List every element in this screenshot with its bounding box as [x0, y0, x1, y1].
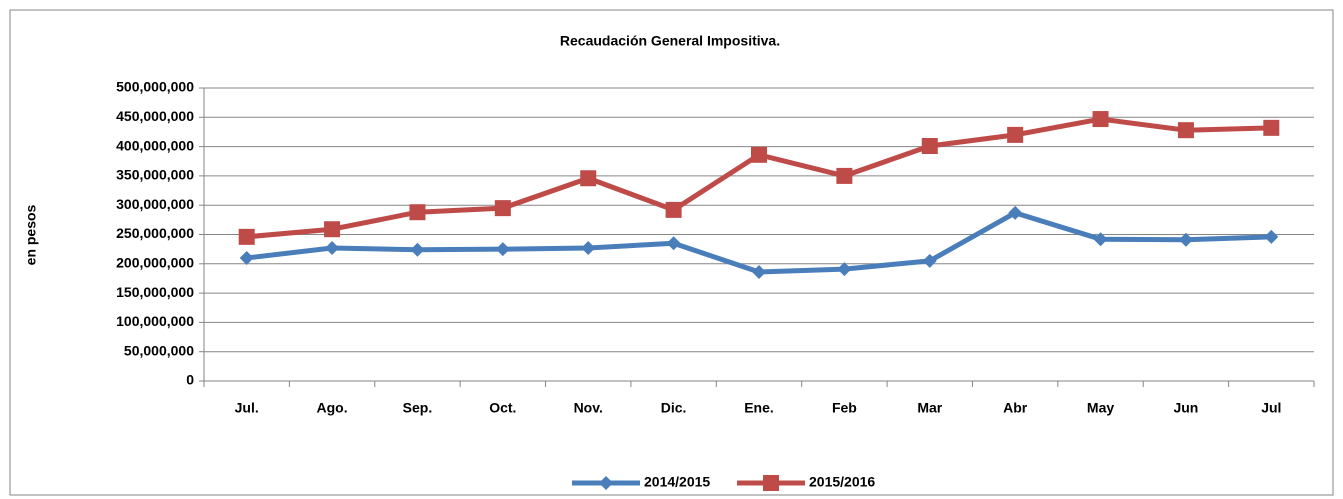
point [836, 167, 853, 184]
y-tick-label: 300,000,000 [116, 196, 194, 212]
x-tick-label: Nov. [574, 400, 603, 416]
point [410, 242, 425, 257]
legend-label: 2015/2016 [809, 474, 875, 490]
y-tick-label: 350,000,000 [116, 167, 194, 183]
point [494, 200, 511, 217]
chart-title: Recaudación General Impositiva. [560, 33, 780, 49]
y-tick-label: 250,000,000 [116, 225, 194, 241]
x-tick-label: Sep. [403, 400, 433, 416]
point [751, 146, 767, 163]
point [665, 201, 682, 218]
point [1093, 232, 1108, 247]
y-tick-label: 0 [186, 372, 194, 388]
chart-frame [9, 9, 1334, 496]
point [409, 204, 426, 221]
x-tick-label: Jul. [235, 400, 259, 416]
point [752, 265, 766, 280]
y-tick-label: 100,000,000 [116, 313, 194, 329]
y-tick-label: 500,000,000 [116, 79, 194, 95]
point [1177, 122, 1194, 139]
x-tick-label: Jul [1261, 400, 1281, 416]
x-tick-label: Feb [832, 400, 857, 416]
point [581, 240, 596, 255]
point [1264, 229, 1279, 244]
x-tick-label: Ago. [317, 400, 348, 416]
y-axis-label: en pesos [23, 204, 39, 265]
point [238, 228, 255, 245]
point [921, 138, 938, 155]
point [325, 240, 340, 255]
point [1092, 111, 1109, 128]
x-tick-label: Ene. [744, 400, 774, 416]
point [324, 221, 341, 238]
point [837, 262, 852, 277]
y-tick-label: 450,000,000 [116, 108, 194, 124]
point [599, 476, 613, 490]
point [763, 475, 779, 491]
x-tick-label: Oct. [489, 400, 516, 416]
x-tick-label: Dic. [661, 400, 687, 416]
legend-label: 2014/2015 [644, 474, 710, 490]
point [1008, 205, 1023, 220]
x-tick-label: Abr [1003, 400, 1028, 416]
y-tick-label: 400,000,000 [116, 137, 194, 153]
y-tick-label: 50,000,000 [124, 342, 194, 358]
x-tick-label: May [1087, 400, 1114, 416]
y-tick-label: 200,000,000 [116, 255, 194, 271]
point [1178, 232, 1193, 247]
point [495, 242, 510, 257]
x-tick-label: Mar [917, 400, 942, 416]
point [239, 250, 254, 265]
point [666, 236, 681, 251]
point [1007, 126, 1024, 143]
point [1263, 119, 1280, 136]
x-tick-label: Jun [1173, 400, 1198, 416]
y-tick-label: 150,000,000 [116, 284, 194, 300]
point [922, 253, 937, 268]
point [580, 170, 597, 187]
